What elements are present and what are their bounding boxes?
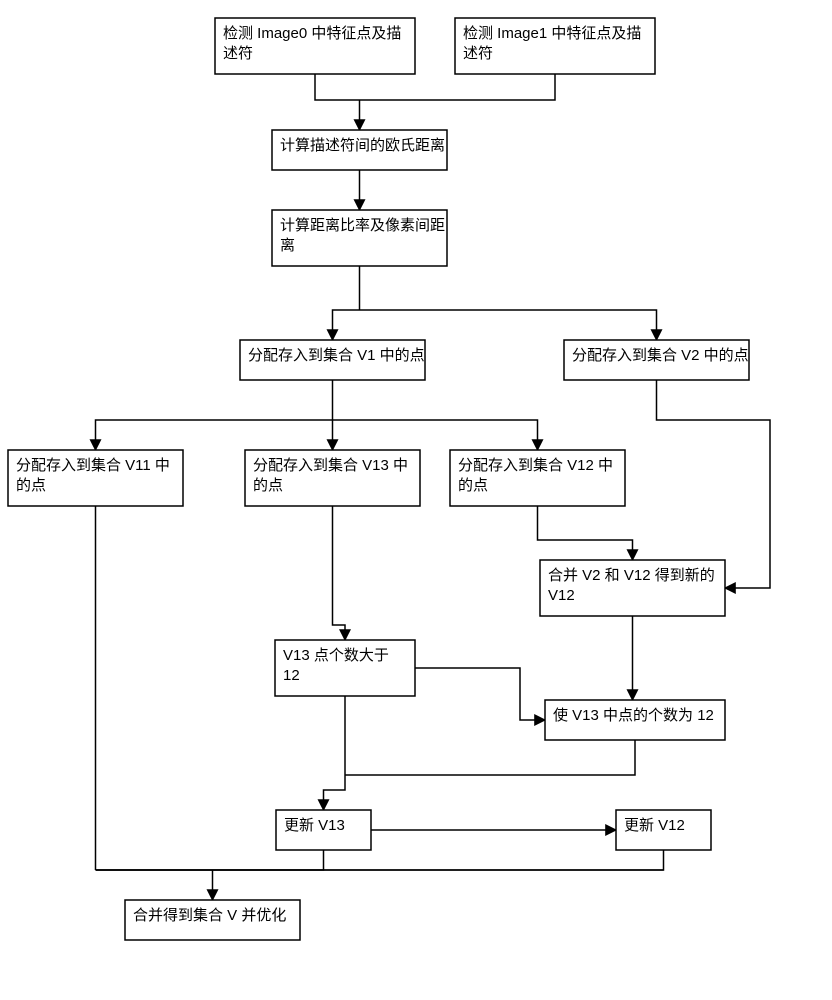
node-n2-line0: 检测 Image1 中特征点及描: [463, 25, 641, 42]
node-n4: 计算距离比率及像素间距离: [272, 210, 447, 266]
node-n15: 合并得到集合 V 并优化: [125, 900, 300, 940]
node-n12: 使 V13 中点的个数为 12: [545, 700, 725, 740]
node-n6: 分配存入到集合 V2 中的点: [564, 340, 749, 380]
node-n4-line1: 离: [280, 237, 295, 254]
node-n14-line0: 更新 V12: [624, 817, 685, 834]
node-n1-line1: 述符: [223, 45, 253, 62]
node-n3: 计算描述符间的欧氏距离: [272, 130, 447, 170]
node-n11-line0: V13 点个数大于: [283, 647, 389, 664]
node-n12-line0: 使 V13 中点的个数为 12: [553, 707, 714, 724]
node-n9-line1: 的点: [458, 477, 488, 494]
node-n10-line1: V12: [548, 587, 575, 604]
node-n9-line0: 分配存入到集合 V12 中: [458, 457, 613, 474]
node-n8-line0: 分配存入到集合 V13 中: [253, 457, 408, 474]
node-n7-line0: 分配存入到集合 V11 中: [16, 457, 170, 474]
node-n10: 合并 V2 和 V12 得到新的 V12: [540, 560, 725, 616]
node-n6-line0: 分配存入到集合 V2 中的点: [572, 347, 749, 364]
node-n14: 更新 V12: [616, 810, 711, 850]
node-n7-line1: 的点: [16, 477, 46, 494]
node-n7: 分配存入到集合 V11 中的点: [8, 450, 183, 506]
node-n2-line1: 述符: [463, 45, 493, 62]
node-n8: 分配存入到集合 V13 中的点: [245, 450, 420, 506]
node-n11-line1: 12: [283, 667, 300, 684]
node-n10-line0: 合并 V2 和 V12 得到新的: [548, 567, 715, 584]
node-n15-line0: 合并得到集合 V 并优化: [133, 907, 286, 924]
node-n9: 分配存入到集合 V12 中的点: [450, 450, 625, 506]
node-n2: 检测 Image1 中特征点及描述符: [455, 18, 655, 74]
node-n5-line0: 分配存入到集合 V1 中的点: [248, 347, 425, 364]
node-n1: 检测 Image0 中特征点及描述符: [215, 18, 415, 74]
node-n13: 更新 V13: [276, 810, 371, 850]
node-n8-line1: 的点: [253, 477, 283, 494]
node-n1-line0: 检测 Image0 中特征点及描: [223, 25, 401, 42]
node-n11: V13 点个数大于 12: [275, 640, 415, 696]
node-n13-line0: 更新 V13: [284, 817, 345, 834]
node-n4-line0: 计算距离比率及像素间距: [280, 216, 445, 234]
node-n3-line0: 计算描述符间的欧氏距离: [280, 136, 445, 154]
flowchart-canvas: 检测 Image0 中特征点及描述符检测 Image1 中特征点及描述符计算描述…: [0, 0, 832, 1000]
node-n5: 分配存入到集合 V1 中的点: [240, 340, 425, 380]
